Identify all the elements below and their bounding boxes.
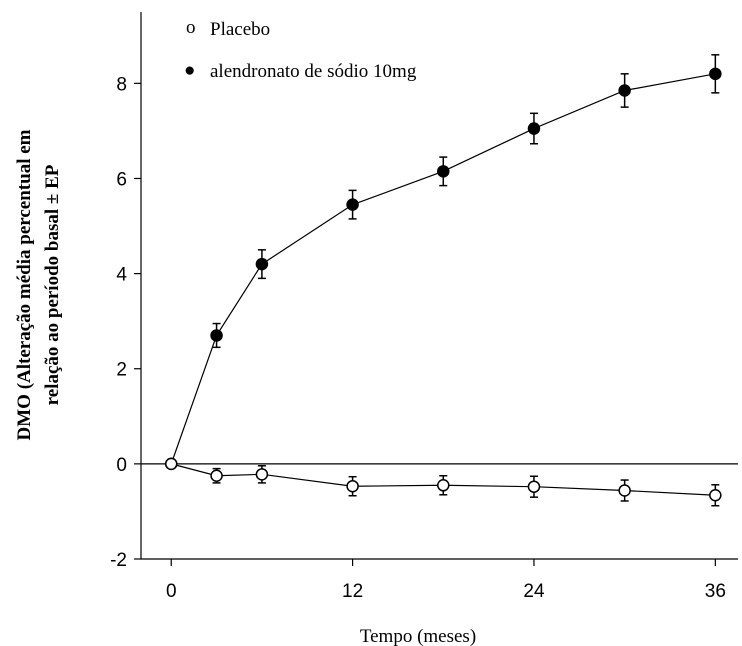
data-point-alendronato (346, 198, 359, 211)
x-axis-title: Tempo (meses) (360, 626, 476, 646)
x-tick-label: 0 (166, 581, 177, 602)
data-point-alendronato (255, 257, 269, 271)
data-point-placebo (346, 479, 359, 493)
series-alendronato (164, 54, 722, 471)
y-tick-label: 4 (116, 265, 127, 286)
x-tick-label: 12 (342, 581, 363, 602)
legend-label-placebo: Placebo (210, 19, 270, 40)
legend-marker-placebo: o (186, 17, 196, 38)
axes (140, 12, 738, 560)
data-point-placebo (527, 480, 541, 493)
y-ticks: -2 0 2 4 6 8 (110, 74, 141, 571)
series-line-placebo (171, 463, 716, 496)
data-point-alendronato (210, 329, 223, 342)
y-tick-label: 0 (116, 455, 127, 476)
y-tick-label: -2 (110, 550, 127, 571)
y-tick-label: 6 (116, 169, 127, 190)
legend: o Placebo ● alendronato de sódio 10mg (184, 17, 417, 82)
data-point-placebo (618, 484, 631, 497)
data-point-placebo (437, 479, 450, 492)
data-point-placebo (210, 469, 223, 483)
x-tick-label: 36 (705, 581, 726, 602)
series-line-alendronato (170, 73, 716, 465)
data-point-alendronato (709, 67, 722, 81)
y-axis-title-line-2: relação ao período basal ± EP (42, 164, 63, 405)
data-point-placebo (255, 468, 269, 481)
x-ticks: 0 12 24 36 (166, 559, 726, 602)
series-placebo (164, 457, 722, 507)
data-point-alendronato (437, 165, 450, 178)
data-point-placebo (709, 489, 722, 502)
y-tick-label: 2 (116, 360, 127, 381)
series-group (164, 54, 722, 507)
legend-marker-alendronato: ● (184, 60, 195, 81)
y-axis-title: DMO (Alteração média percentual em relaç… (14, 129, 63, 440)
data-point-alendronato (527, 122, 541, 135)
data-point-alendronato (618, 84, 631, 97)
x-tick-label: 24 (523, 581, 545, 602)
data-point-placebo (164, 457, 178, 471)
y-axis-title-line-1: DMO (Alteração média percentual em (14, 129, 35, 440)
legend-label-alendronato: alendronato de sódio 10mg (210, 61, 417, 82)
y-tick-label: 8 (116, 74, 127, 95)
